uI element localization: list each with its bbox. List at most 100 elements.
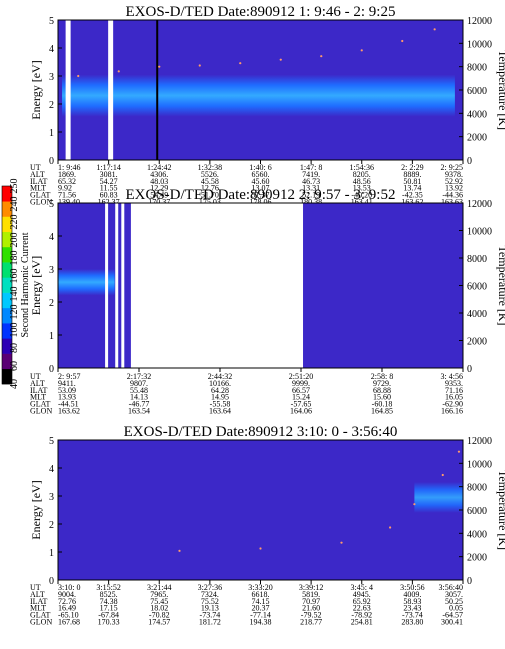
y2-tick-label: 8000 — [467, 254, 487, 265]
y2-tick-label: 4000 — [467, 529, 487, 540]
row-value: 11.55 — [100, 184, 118, 193]
row-value: 22.63 — [353, 604, 371, 613]
row-value: 1869. — [58, 170, 76, 179]
row-value: 254.81 — [351, 618, 373, 627]
row-value: 45.58 — [201, 177, 219, 186]
row-value: 2:44:32 — [208, 372, 232, 381]
colorbar-segment — [2, 186, 12, 202]
y2-tick-label: 4000 — [467, 309, 487, 320]
row-value: 23.43 — [403, 604, 421, 613]
row-value: 3057. — [445, 590, 463, 599]
colorbar-segment — [2, 292, 12, 309]
temperature-point — [340, 541, 343, 544]
row-value: -42.35 — [402, 191, 423, 200]
colorbar-segment — [2, 231, 12, 248]
row-value: 75.52 — [201, 597, 219, 606]
colorbar-tick-label: 140 — [9, 287, 20, 302]
row-value: 1:47: 8 — [300, 163, 322, 172]
row-value: 48.56 — [353, 177, 371, 186]
row-value: 15.24 — [292, 393, 310, 402]
colorbar-segment — [2, 368, 12, 385]
y-tick-label: 0 — [49, 364, 54, 375]
row-value: 74.38 — [100, 597, 118, 606]
row-value: 164.85 — [371, 407, 393, 416]
row-value: 60.83 — [100, 191, 118, 200]
row-label: GLAT — [30, 400, 51, 409]
colorbar-tick-label: 40 — [9, 379, 20, 389]
data-gap — [108, 20, 114, 160]
row-value: 13.07 — [252, 184, 270, 193]
row-value: 58.93 — [403, 597, 421, 606]
row-value: 174.57 — [148, 618, 170, 627]
row-label: ALT — [30, 170, 45, 179]
row-value: 300.41 — [441, 618, 463, 627]
row-value: -46.77 — [129, 400, 150, 409]
colorbar-segment — [2, 201, 12, 217]
row-value: 163.62 — [401, 198, 423, 207]
row-value: 1:40: 6 — [249, 163, 271, 172]
row-value: 18.02 — [150, 604, 168, 613]
y2-tick-label: 10000 — [467, 459, 492, 470]
row-label: MLT — [30, 393, 46, 402]
temperature-point — [198, 64, 201, 67]
row-value: 2:17:32 — [127, 372, 151, 381]
row-value: -60.18 — [372, 400, 393, 409]
temperature-point — [320, 55, 323, 58]
row-value: -62.90 — [442, 400, 463, 409]
row-value: 50.81 — [403, 177, 421, 186]
row-value: 7324. — [201, 590, 219, 599]
row-value: 12.29 — [150, 184, 168, 193]
y2-tick-label: 12000 — [467, 436, 492, 447]
colorbar-segment — [2, 338, 12, 354]
temperature-point — [401, 39, 404, 43]
y-axis-label: Energy [eV] — [29, 480, 43, 539]
temperature-point — [158, 65, 161, 68]
row-label: MLT — [30, 604, 46, 613]
row-value: 9411. — [58, 379, 76, 388]
row-value: 45.60 — [252, 177, 270, 186]
row-value: -77.14 — [250, 611, 271, 620]
row-value: -44.51 — [58, 400, 79, 409]
y-tick-label: 4 — [49, 44, 54, 55]
row-value: -40.20 — [351, 191, 372, 200]
row-value: 167.68 — [58, 618, 80, 627]
row-value: 54.49 — [150, 191, 168, 200]
row-value: 71.16 — [445, 386, 463, 395]
y2-tick-label: 6000 — [467, 86, 487, 97]
row-value: 2: 9:57 — [58, 372, 80, 381]
row-value: 7965. — [150, 590, 168, 599]
row-value: 2:51:20 — [289, 372, 313, 381]
row-value: 3:45: 4 — [351, 583, 373, 592]
row-value: 9378. — [445, 170, 463, 179]
row-value: 175.03 — [199, 198, 221, 207]
row-value: 48.03 — [150, 177, 168, 186]
row-value: 52.19 — [302, 191, 320, 200]
row-value: 3:56:40 — [439, 583, 463, 592]
row-value: 163.54 — [128, 407, 150, 416]
y2-tick-label: 6000 — [467, 282, 487, 293]
colorbar-segment — [2, 262, 12, 278]
row-label: ILAT — [30, 386, 47, 395]
y-tick-label: 5 — [49, 16, 54, 27]
y2-tick-label: 0 — [467, 576, 472, 587]
row-value: 15.60 — [373, 393, 391, 402]
row-value: 13.31 — [302, 184, 320, 193]
row-label: ALT — [30, 590, 45, 599]
row-value: 51.37 — [252, 191, 270, 200]
row-value: 16.49 — [58, 604, 76, 613]
row-value: -73.74 — [402, 611, 423, 620]
temperature-point — [457, 450, 461, 453]
y-tick-label: 0 — [49, 156, 54, 167]
row-value: 7419. — [302, 170, 320, 179]
temperature-point — [389, 526, 392, 529]
data-gap-strip — [105, 203, 109, 368]
row-value: 194.38 — [250, 618, 272, 627]
energy-band — [62, 74, 455, 117]
chart-title: EXOS-D/TED Date:890912 3:10: 0 - 3:56:40 — [124, 424, 398, 440]
colorbar-segment — [2, 307, 12, 324]
row-value: 68.88 — [373, 386, 391, 395]
row-value: 283.80 — [401, 618, 423, 627]
temperature-point — [77, 74, 80, 78]
data-gap — [65, 20, 71, 160]
row-value: 1:54:36 — [350, 163, 374, 172]
